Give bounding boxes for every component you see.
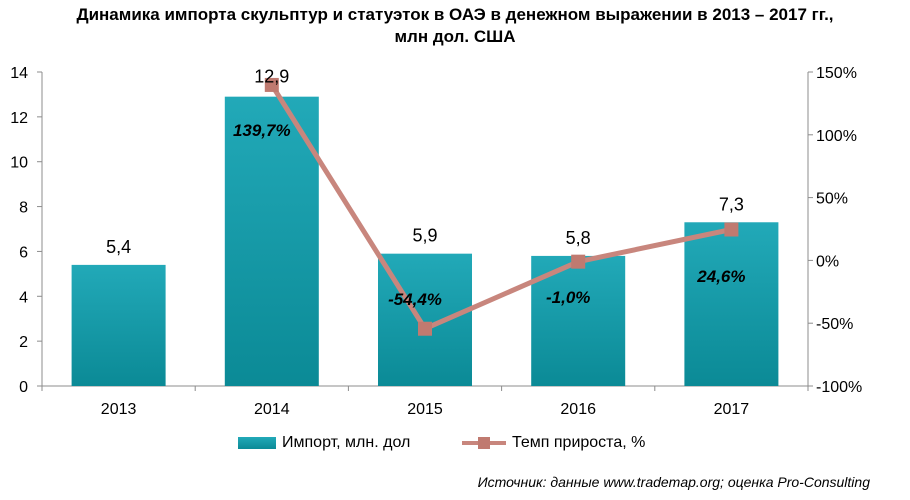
y-left-tick-label: 8 bbox=[19, 200, 28, 217]
chart-title-line2: млн дол. США bbox=[394, 27, 516, 46]
x-tick-label: 2013 bbox=[101, 401, 137, 418]
bar-value-label: 5,8 bbox=[566, 228, 591, 248]
growth-marker bbox=[571, 254, 586, 269]
bar bbox=[224, 96, 319, 387]
y-right-tick-label: 100% bbox=[816, 128, 857, 145]
chart-canvas: 0 2 4 6 8 10 12 14 -100% -50% 0% 50% 100% 150% 2013 201… bbox=[10, 65, 862, 418]
growth-value-label: 139,7% bbox=[233, 121, 291, 140]
growth-value-label: -1,0% bbox=[546, 288, 590, 307]
legend-label-growth: Темп прироста, % bbox=[512, 434, 646, 451]
growth-value-label: -54,4% bbox=[388, 290, 442, 309]
y-left-tick-label: 6 bbox=[19, 244, 28, 261]
bar-value-label: 5,9 bbox=[412, 226, 437, 246]
growth-line bbox=[269, 83, 732, 332]
y-right-tick-label: 50% bbox=[816, 191, 848, 208]
legend: Импорт, млн. дол Темп прироста, % bbox=[0, 434, 910, 456]
x-tick-label: 2014 bbox=[254, 401, 290, 418]
bar bbox=[684, 222, 779, 386]
bar bbox=[71, 264, 166, 386]
y-left-tick-label: 0 bbox=[19, 379, 28, 396]
bar-value-label: 5,4 bbox=[106, 237, 131, 257]
growth-marker bbox=[724, 222, 739, 237]
chart-title-line1: Динамика импорта скульптур и статуэток в… bbox=[76, 5, 834, 24]
y-right-tick-label: -50% bbox=[816, 316, 853, 333]
source-note: Источник: данные www.trademap.org; оценк… bbox=[477, 474, 870, 490]
y-left-tick-label: 12 bbox=[10, 110, 28, 127]
legend-line-swatch bbox=[462, 437, 506, 449]
growth-value-label: 24,6% bbox=[696, 267, 745, 286]
legend-item-import: Импорт, млн. дол bbox=[238, 434, 410, 452]
y-left-tick-label: 2 bbox=[19, 334, 28, 351]
growth-marker bbox=[418, 321, 432, 336]
y-left-tick-label: 4 bbox=[19, 289, 28, 306]
y-left-tick-label: 14 bbox=[10, 65, 28, 82]
y-right-tick-label: 0% bbox=[816, 253, 839, 270]
chart-title: Динамика импорта скульптур и статуэток в… bbox=[0, 4, 910, 48]
legend-item-growth: Темп прироста, % bbox=[462, 434, 645, 452]
y-right-tick-label: -100% bbox=[816, 379, 862, 396]
growth-marker bbox=[264, 77, 279, 92]
legend-bar-swatch bbox=[238, 437, 276, 449]
bar-value-label: 12,9 bbox=[254, 67, 289, 87]
x-tick-label: 2015 bbox=[407, 401, 443, 418]
x-tick-label: 2016 bbox=[560, 401, 596, 418]
bar-value-label: 7,3 bbox=[719, 194, 744, 214]
legend-label-import: Импорт, млн. дол bbox=[282, 434, 411, 451]
x-tick-label: 2017 bbox=[714, 401, 750, 418]
y-left-tick-label: 10 bbox=[10, 155, 28, 172]
y-right-tick-label: 150% bbox=[816, 65, 857, 82]
